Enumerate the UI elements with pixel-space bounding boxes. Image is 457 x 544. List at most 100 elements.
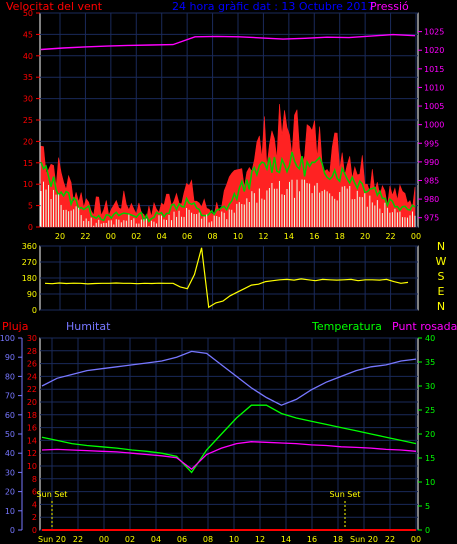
pressure-tick-label: 975 (424, 214, 439, 223)
temperature-right-tick-label: 0 (425, 526, 430, 535)
temperature-right-tick-label: 10 (425, 478, 435, 487)
temperature-left-tick-label: 24 (27, 372, 37, 381)
time-tick-label: 00 (99, 535, 109, 544)
wind-speed-tick-label: 5 (28, 202, 33, 211)
humidity-tick-label: 60 (5, 411, 15, 420)
temperature-left-tick-label: 20 (27, 398, 37, 407)
temperature-left-tick-label: 26 (27, 360, 37, 369)
time-tick-label: 02 (131, 232, 141, 241)
time-tick-label: 08 (207, 232, 217, 241)
time-tick-label: 08 (203, 535, 213, 544)
time-tick-label: 16 (307, 535, 317, 544)
time-tick-label: 00 (411, 535, 421, 544)
pressure-tick-label: 1000 (424, 121, 444, 130)
time-tick-label: 22 (80, 232, 90, 241)
temperature-left-tick-label: 4 (32, 500, 37, 509)
humidity-tick-label: 80 (5, 372, 15, 381)
temperature-left-tick-label: 16 (27, 424, 37, 433)
wind-pressure-panel: 0510152025303540455097598098599099510001… (23, 9, 445, 241)
temperature-left-tick-label: 18 (27, 411, 37, 420)
humidity-tick-label: 30 (5, 468, 15, 477)
wind-speed-label: Velocitat del vent (6, 0, 103, 13)
time-tick-label: 20 (360, 232, 370, 241)
humidity-tick-label: 50 (5, 430, 15, 439)
compass-label: N (437, 300, 445, 313)
temperature-right-tick-label: 30 (425, 382, 435, 391)
wind-speed-tick-label: 35 (23, 73, 33, 82)
humidity-tick-label: 70 (5, 392, 15, 401)
humidity-tick-label: 20 (5, 488, 15, 497)
humidity-tick-label: 40 (5, 449, 15, 458)
pressure-tick-label: 995 (424, 139, 439, 148)
wind-direction-line (44, 247, 409, 309)
pressure-line (40, 33, 416, 51)
humidity-line (41, 350, 417, 406)
compass-label: N (437, 240, 445, 253)
temperature-right-tick-label: 15 (425, 454, 435, 463)
humidity-tick-label: 0 (10, 526, 15, 535)
temperature-humidity-panel: 0102030405060708090100024681012141618202… (0, 334, 435, 544)
compass-label: W (436, 255, 447, 268)
direction-tick-label: 180 (22, 274, 37, 283)
time-tick-label: 18 (335, 232, 345, 241)
time-tick-label: 22 (385, 535, 395, 544)
wind-speed-tick-label: 0 (28, 223, 33, 232)
temperature-label: Temperatura (311, 320, 382, 333)
pressure-label: Pressió (370, 0, 409, 13)
pressure-tick-label: 990 (424, 158, 439, 167)
sunset-annotation: Sun Set (37, 490, 68, 499)
time-tick-label: Sun 20 (38, 535, 66, 544)
temperature-right-tick-label: 20 (425, 430, 435, 439)
rain-label: Pluja (2, 320, 28, 333)
temperature-left-tick-label: 30 (27, 334, 37, 343)
dewpoint-label: Punt rosada (392, 320, 457, 333)
time-tick-label: 22 (73, 535, 83, 544)
time-tick-label: 10 (233, 232, 243, 241)
time-tick-label: 14 (281, 535, 291, 544)
temperature-line (41, 404, 417, 474)
humidity-label: Humitat (66, 320, 111, 333)
time-tick-label: 20 (55, 232, 65, 241)
wind-speed-tick-label: 30 (23, 95, 33, 104)
time-tick-label: 10 (229, 535, 239, 544)
humidity-tick-label: 100 (0, 334, 15, 343)
time-tick-label: 02 (125, 535, 135, 544)
temperature-right-tick-label: 5 (425, 502, 430, 511)
humidity-tick-label: 90 (5, 353, 15, 362)
temperature-left-tick-label: 8 (32, 475, 37, 484)
temperature-right-tick-label: 35 (425, 358, 435, 367)
temperature-left-tick-label: 0 (32, 526, 37, 535)
time-tick-label: 00 (411, 232, 421, 241)
chart-title: 24 hora gràfic dat : 13 Octubre 2017 (172, 0, 374, 13)
direction-tick-label: 0 (32, 306, 37, 315)
wind-speed-tick-label: 50 (23, 9, 33, 18)
wind-speed-tick-label: 15 (23, 159, 33, 168)
wind-gust-area (40, 103, 416, 228)
temperature-left-tick-label: 10 (27, 462, 37, 471)
temperature-left-tick-label: 2 (32, 513, 37, 522)
wind-speed-tick-label: 45 (23, 30, 33, 39)
pressure-tick-label: 980 (424, 195, 439, 204)
compass-label: E (438, 285, 445, 298)
sunset-annotation: Sun Set (330, 490, 361, 499)
pressure-tick-label: 1010 (424, 83, 444, 92)
time-tick-label: 18 (333, 535, 343, 544)
time-tick-label: 06 (177, 535, 187, 544)
wind-speed-tick-label: 20 (23, 137, 33, 146)
time-tick-label: 04 (151, 535, 161, 544)
pressure-tick-label: 1025 (424, 28, 444, 37)
pressure-tick-label: 1005 (424, 102, 444, 111)
temperature-left-tick-label: 28 (27, 347, 37, 356)
time-tick-label: 12 (255, 535, 265, 544)
temperature-right-tick-label: 40 (425, 334, 435, 343)
pressure-tick-label: 1020 (424, 46, 444, 55)
dewpoint-line (41, 441, 417, 471)
temperature-left-tick-label: 14 (27, 436, 37, 445)
direction-tick-label: 360 (22, 242, 37, 251)
wind-average-line (40, 151, 416, 224)
pressure-tick-label: 985 (424, 176, 439, 185)
time-tick-label: Sun 20 (350, 535, 378, 544)
humidity-tick-label: 10 (5, 507, 15, 516)
wind-speed-tick-label: 10 (23, 180, 33, 189)
